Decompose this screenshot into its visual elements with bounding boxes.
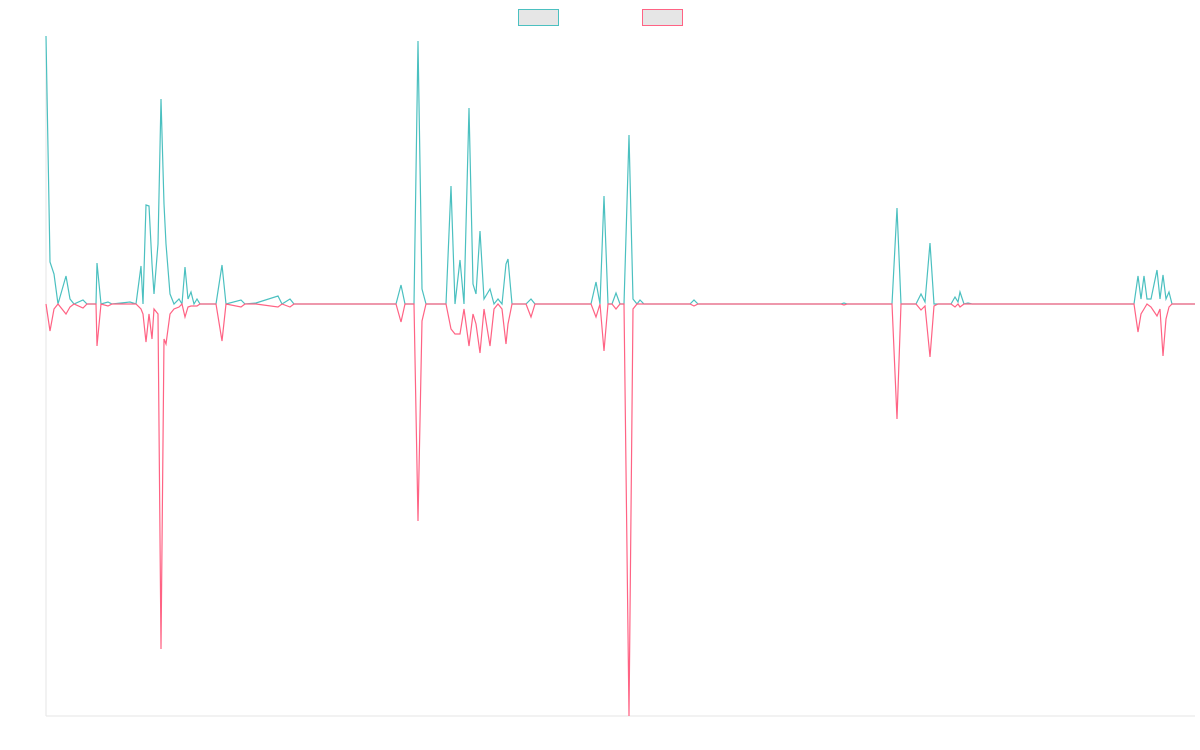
series-line (45, 302, 1195, 717)
legend-swatch (642, 9, 683, 26)
series-line (45, 35, 1195, 306)
legend-swatch (518, 9, 559, 26)
